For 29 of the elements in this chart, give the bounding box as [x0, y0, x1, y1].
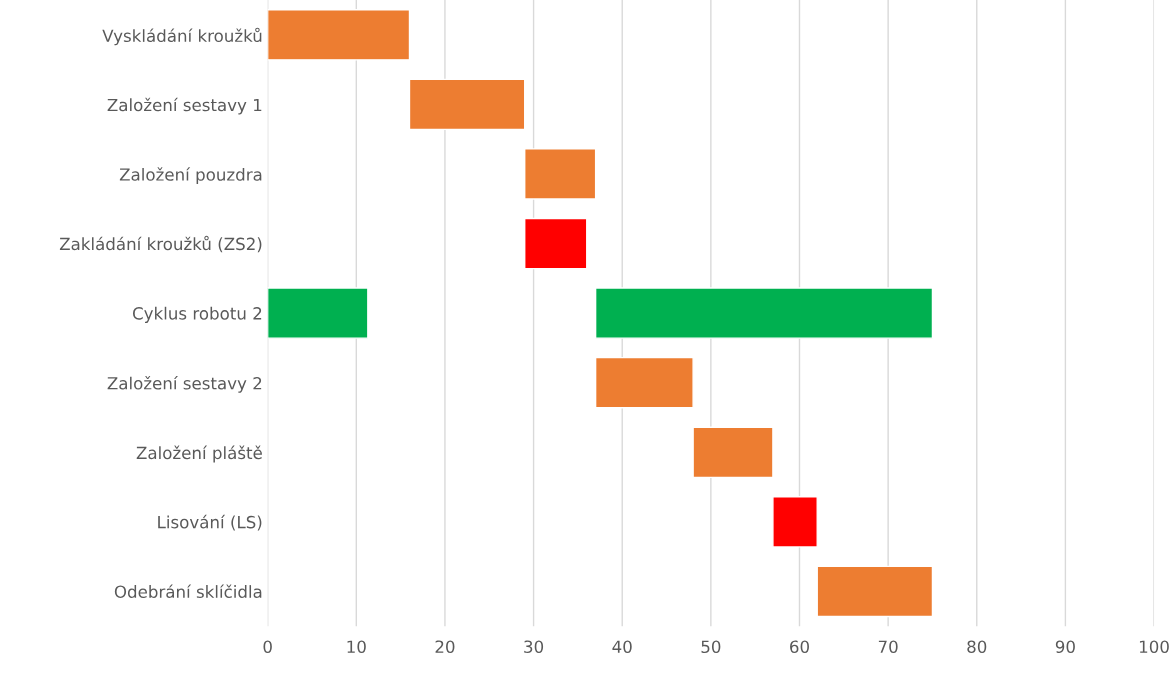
- x-tick-label: 80: [967, 640, 987, 654]
- bar: [772, 496, 818, 548]
- x-tick-label: 100: [1139, 640, 1169, 654]
- bar: [692, 426, 774, 479]
- y-tick-label: Založení sestavy 2: [107, 376, 262, 393]
- x-tick-label: 30: [524, 640, 544, 654]
- bar: [524, 148, 597, 200]
- bar: [267, 287, 369, 339]
- y-tick-label: Vyskládání kroužků: [102, 27, 262, 46]
- bar: [594, 356, 694, 409]
- x-tick-label: 60: [790, 640, 809, 654]
- x-tick-label: 90: [1055, 640, 1075, 654]
- x-tick-label: 70: [878, 640, 898, 654]
- y-tick-label: Založení pláště: [136, 445, 262, 463]
- x-tick-label: 50: [701, 640, 721, 654]
- bar: [267, 9, 411, 61]
- x-tick-label: 40: [612, 640, 632, 654]
- bar: [524, 217, 588, 270]
- bar: [408, 78, 526, 131]
- x-tick-label: 10: [347, 640, 366, 654]
- bar: [816, 565, 934, 618]
- y-tick-label: Odebrání sklíčidla: [114, 584, 262, 598]
- x-tick-label: 0: [263, 640, 272, 654]
- y-tick-label: Zakládání kroužků (ZS2): [59, 235, 262, 253]
- y-tick-label: Založení sestavy 1: [107, 97, 262, 115]
- y-tick-label: Lisování (LS): [158, 514, 262, 531]
- y-tick-label: Cyklus robotu 2: [132, 306, 262, 323]
- y-tick-label: Založení pouzdra: [119, 167, 262, 185]
- x-tick-label: 20: [435, 640, 455, 654]
